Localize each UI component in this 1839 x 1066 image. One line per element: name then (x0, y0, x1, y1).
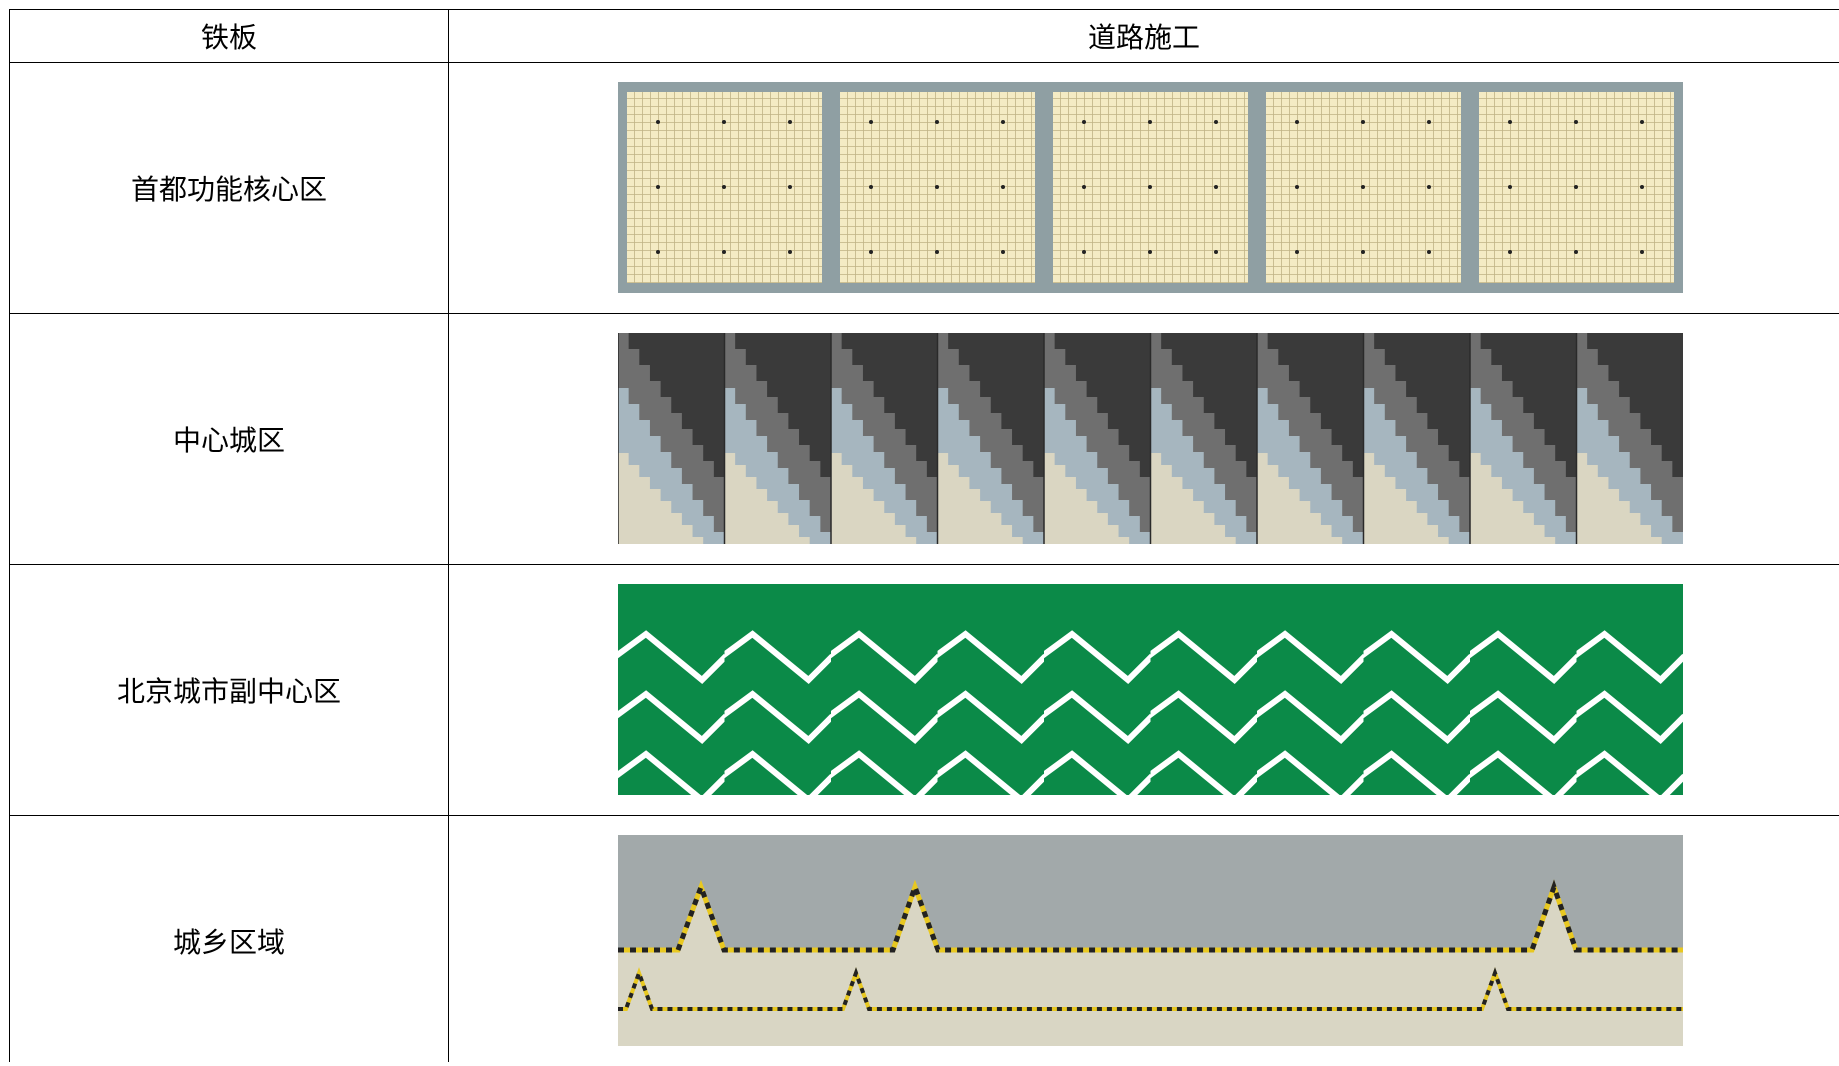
plate-image (618, 835, 1683, 1046)
row-label: 首都功能核心区 (130, 173, 327, 206)
rule (9, 815, 1839, 816)
rule (448, 9, 449, 1062)
rule (9, 313, 1839, 314)
plate-image (618, 584, 1683, 795)
header-cell: 道路施工 (1087, 21, 1200, 54)
rule (9, 9, 10, 1062)
row-label: 城乡区域 (172, 926, 285, 959)
rule (9, 62, 1839, 63)
pattern-shape (937, 453, 1023, 544)
row-label: 中心城区 (172, 424, 285, 457)
plate-image (618, 82, 1683, 293)
plate-image (618, 333, 1683, 544)
header-cell: 铁板 (200, 21, 257, 54)
pattern-shape (831, 453, 917, 544)
pattern-shape (618, 453, 704, 544)
row-label: 北京城市副中心区 (116, 675, 341, 708)
rule (9, 564, 1839, 565)
rule (9, 9, 1839, 10)
pattern-shape (724, 453, 810, 544)
